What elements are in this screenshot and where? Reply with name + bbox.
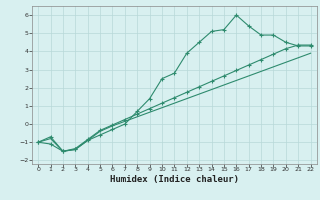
X-axis label: Humidex (Indice chaleur): Humidex (Indice chaleur): [110, 175, 239, 184]
